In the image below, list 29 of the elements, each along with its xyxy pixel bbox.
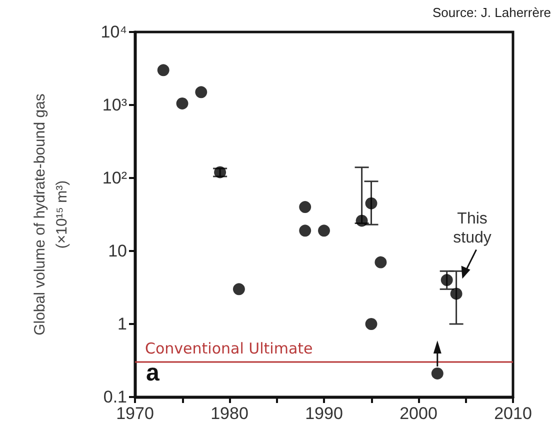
x-tick-label: 2010	[494, 404, 532, 423]
y-tick-label: 1	[118, 314, 127, 334]
y-tick-label: 10⁴	[100, 22, 127, 42]
x-tick-label: 1990	[305, 404, 343, 423]
annotation: a	[146, 360, 160, 386]
x-tick-label: 1970	[116, 404, 154, 423]
point	[365, 197, 378, 210]
x-tick-label: 1980	[210, 404, 248, 423]
annotation: This study	[453, 210, 492, 247]
point	[195, 86, 208, 98]
point	[176, 97, 188, 110]
point	[365, 318, 378, 330]
x-tick-label: 2000	[400, 404, 438, 423]
point	[440, 274, 453, 286]
y-axis-title: Global volume of hydrate-bound gas (×10¹⁵ m³)	[32, 94, 70, 336]
point	[431, 367, 444, 380]
point	[450, 288, 462, 300]
point	[232, 283, 245, 296]
y-tick-label: 10²	[102, 168, 128, 188]
point	[374, 256, 387, 268]
y-tick-label: 10³	[102, 96, 128, 114]
point	[299, 224, 312, 237]
point	[299, 201, 312, 214]
y-tick-label: 10	[108, 242, 127, 260]
y-tick-label: 0.1	[103, 388, 127, 406]
point	[318, 224, 330, 237]
source-note: Source: J. Laherrère	[432, 5, 552, 20]
ref-line-label: Conventional Ultimate	[145, 340, 313, 358]
point	[157, 64, 170, 76]
